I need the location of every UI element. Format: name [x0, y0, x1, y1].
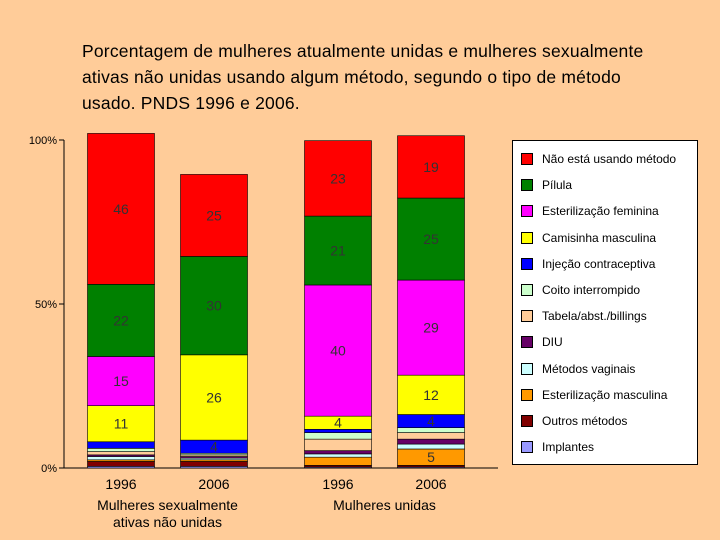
data-label: 29	[423, 320, 439, 336]
legend-label: Esterilização masculina	[542, 387, 668, 402]
bar-segment	[304, 453, 372, 458]
bar-segment	[304, 284, 372, 417]
legend-item: Injeção contraceptiva	[521, 256, 655, 272]
legend-label: Não está usando método	[542, 152, 677, 166]
data-label: 15	[113, 373, 129, 389]
x-tick-label: 2006	[198, 476, 229, 492]
legend-item: Outros métodos	[521, 413, 627, 429]
legend-swatch	[521, 336, 533, 349]
legend-label: Implantes	[542, 440, 595, 455]
data-label: 25	[206, 207, 222, 223]
legend-item: Métodos vaginais	[521, 361, 635, 377]
bar-segment	[180, 174, 248, 257]
bar-segment	[87, 456, 155, 461]
bar-segment	[397, 279, 465, 376]
bar-segment	[87, 461, 155, 467]
legend-swatch	[521, 257, 533, 270]
chart-legend: Não está usando método Pílula Esterilizaçã…	[512, 140, 698, 465]
legend-swatch	[521, 310, 533, 323]
y-tick-label: 50%	[35, 299, 57, 311]
y-tick-label: 0%	[41, 463, 57, 475]
bar-segment	[304, 438, 372, 451]
legend-label: DIU	[542, 335, 563, 350]
group-label: Mulheres sexualmente	[97, 497, 238, 513]
bar-segment	[87, 356, 155, 406]
bar-segment	[304, 432, 372, 440]
bar-segment	[87, 284, 155, 357]
data-label: 21	[330, 243, 346, 259]
bar-segment	[87, 451, 155, 456]
bar-segment	[397, 432, 465, 440]
legend-swatch	[521, 231, 533, 244]
legend-label: Camisinha masculina	[542, 230, 657, 245]
data-label: 30	[206, 298, 222, 314]
data-label: 22	[113, 312, 129, 328]
bar-segment	[397, 135, 465, 199]
legend-swatch	[521, 388, 533, 401]
legend-swatch	[521, 153, 533, 165]
bar-segment	[304, 456, 372, 466]
x-tick-label: 1996	[322, 476, 353, 492]
legend-item: Camisinha masculina	[521, 230, 656, 246]
legend-item: DIU	[521, 334, 563, 350]
y-tick-label: 100%	[29, 135, 57, 147]
legend-item: Esterilização feminina	[521, 203, 659, 219]
bar-segment	[397, 438, 465, 445]
legend-label: Coito interrompido	[542, 283, 641, 297]
bar-segment	[180, 354, 248, 441]
legend-swatch	[521, 362, 533, 375]
data-label: 4	[210, 439, 218, 455]
legend-item: Implantes	[521, 439, 594, 455]
group-label: Mulheres unidas	[333, 497, 436, 513]
data-label: 25	[423, 231, 439, 247]
legend-swatch	[521, 179, 533, 192]
legend-swatch	[521, 441, 533, 454]
bar-segment	[397, 374, 465, 415]
x-tick-label: 2006	[415, 476, 446, 492]
data-label: 23	[330, 170, 346, 186]
legend-label: Injeção contraceptiva	[542, 256, 656, 271]
data-label: 40	[330, 343, 346, 359]
bar-segment	[304, 215, 372, 286]
legend-label: Tabela/abst./billings	[542, 309, 647, 324]
legend-label: Pílula	[542, 178, 573, 193]
legend-label: Esterilização feminina	[542, 204, 659, 219]
legend-swatch	[521, 415, 533, 427]
data-label: 19	[423, 159, 439, 175]
legend-item: Esterilização masculina	[521, 387, 667, 403]
legend-swatch	[521, 284, 533, 296]
bar-segment	[87, 133, 155, 285]
data-label: 11	[114, 416, 129, 432]
chart-title: Porcentagem de mulheres atualmente unida…	[82, 41, 644, 113]
bar-segment	[397, 197, 465, 281]
data-label: 12	[423, 387, 439, 403]
data-label: 46	[113, 201, 129, 217]
legend-item: Coito interrompido	[521, 282, 640, 298]
legend-item: Não está usando método	[521, 151, 676, 167]
bar-segment	[304, 140, 372, 217]
bar-segment	[304, 450, 372, 455]
bar-segment	[87, 405, 155, 443]
legend-label: Outros métodos	[542, 414, 628, 428]
bar-segment	[87, 441, 155, 449]
x-tick-label: 1996	[105, 476, 136, 492]
bar-segment	[180, 461, 248, 467]
data-label: 4	[334, 415, 342, 431]
data-label: 4	[427, 413, 435, 429]
bar-segment	[180, 256, 248, 356]
legend-label: Métodos vaginais	[542, 361, 636, 376]
bar-segment	[87, 448, 155, 452]
data-label: 5	[427, 449, 435, 465]
bar-segment	[397, 443, 465, 450]
data-label: 26	[206, 389, 222, 405]
legend-item: Pílula	[521, 177, 572, 193]
legend-swatch	[521, 205, 533, 218]
group-label: ativas não unidas	[113, 514, 222, 530]
legend-item: Tabela/abst./billings	[521, 308, 647, 324]
